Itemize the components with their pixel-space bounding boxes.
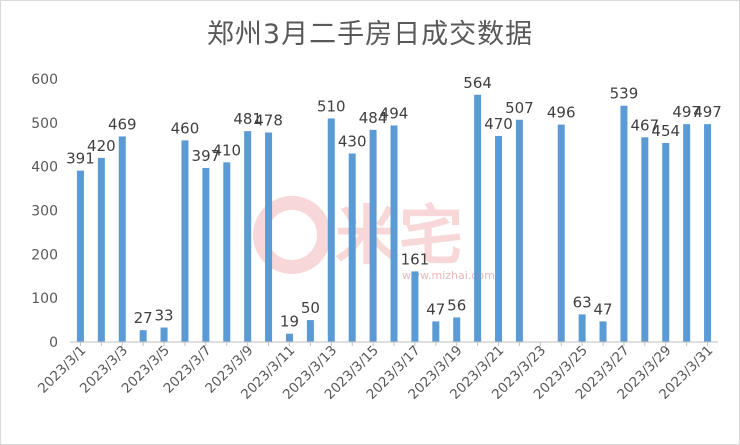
bar [118,136,126,342]
data-label: 430 [338,133,367,151]
bar [432,321,440,342]
data-label: 420 [87,137,116,155]
bar [704,124,712,342]
data-label: 478 [254,111,283,129]
data-label: 454 [651,122,680,140]
data-label: 510 [317,97,346,115]
bar [202,167,210,342]
y-tick-label: 500 [31,116,58,132]
y-tick-label: 100 [31,291,58,307]
bar [76,170,84,342]
data-label: 467 [631,116,660,134]
data-label: 481 [233,110,262,128]
data-label: 470 [484,115,513,133]
data-label: 460 [171,119,200,137]
y-axis: 0 100 200 300 400 500 600 [31,72,58,351]
data-label: 161 [401,250,430,268]
data-label: 47 [426,300,445,318]
data-label: 50 [301,299,320,317]
data-label: 494 [380,104,409,122]
watermark-logo-text: 米宅 [335,200,463,274]
data-label: 397 [192,147,221,165]
data-label: 497 [693,103,722,121]
bar [139,330,147,342]
data-label: 63 [573,293,592,311]
bar [683,124,691,342]
bar [97,157,105,342]
data-label: 27 [134,309,153,327]
chart-title: 郑州3月二手房日成交数据 [206,19,534,50]
bar [265,132,273,342]
bar [369,129,377,342]
data-label: 410 [212,141,241,159]
bar [390,125,398,342]
data-label: 56 [447,296,466,314]
watermark: 米宅 www.mizhai.com [253,196,495,282]
y-tick-label: 0 [49,335,58,351]
bar [641,137,649,342]
x-axis: 2023/3/12023/3/32023/3/52023/3/72023/3/9… [35,342,716,403]
bar [327,118,335,342]
y-tick-label: 600 [31,72,58,88]
bar [578,314,586,342]
bar [662,142,670,342]
bar [348,153,356,342]
y-tick-label: 200 [31,247,58,263]
data-label: 19 [280,313,299,331]
bar [557,124,565,342]
bar [474,94,482,342]
data-label: 539 [610,85,639,103]
bar [620,105,628,342]
data-label: 484 [359,109,388,127]
data-label: 469 [108,115,137,133]
y-tick-label: 400 [31,160,58,176]
bar [495,135,503,342]
bar [306,320,314,342]
bar [285,333,293,342]
data-label: 497 [672,103,701,121]
data-label: 507 [505,99,534,117]
bar [515,119,523,342]
data-label: 391 [66,150,95,168]
data-label: 47 [593,300,612,318]
bar [411,271,419,342]
data-label: 33 [155,307,174,325]
bar [181,140,189,342]
bar [160,327,168,342]
bar [223,162,231,342]
y-tick-label: 300 [31,204,58,220]
bar [453,317,461,342]
watermark-url: www.mizhai.com [402,269,495,282]
bar [244,131,252,342]
data-label: 564 [463,74,492,92]
watermark-logo-mark [253,196,331,274]
bars [76,94,712,342]
data-label: 496 [547,104,576,122]
bar [599,321,607,342]
